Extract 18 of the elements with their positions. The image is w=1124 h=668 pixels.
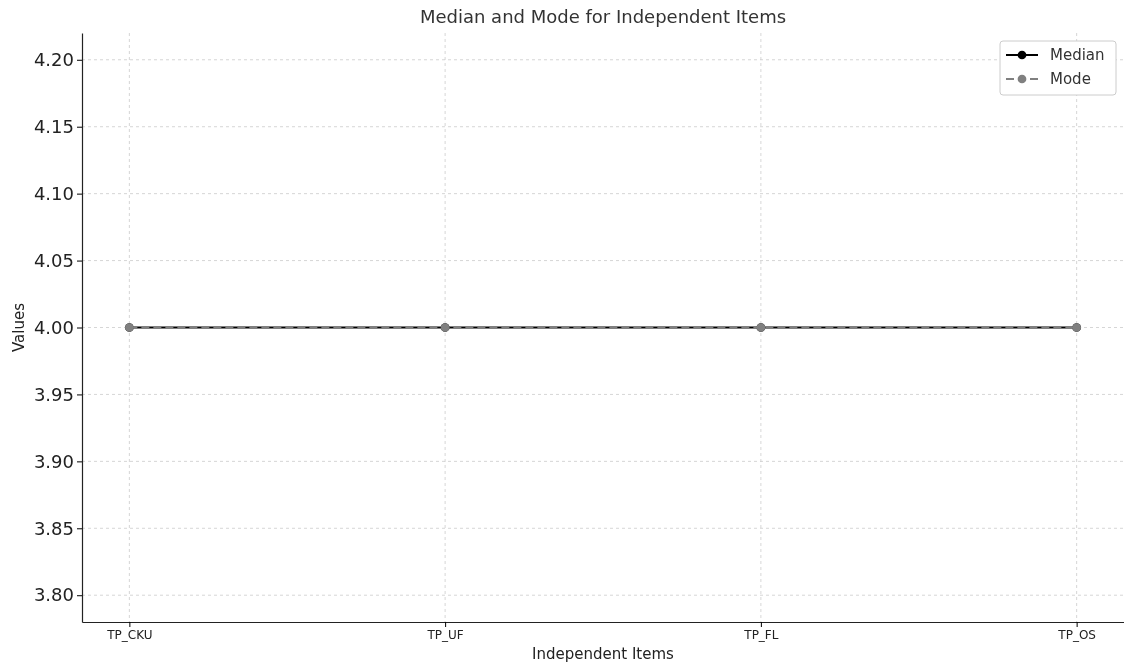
y-tick-label: 4.00 [33, 316, 74, 338]
y-tick-label: 3.95 [33, 383, 74, 405]
y-tick-label: 3.80 [33, 584, 74, 606]
chart-title: Median and Mode for Independent Items [419, 6, 787, 27]
y-axis-title: Values [10, 302, 28, 353]
y-tick-label: 4.10 [33, 182, 74, 204]
y-tick-label: 4.05 [33, 249, 74, 271]
x-axis-title: Independent Items [532, 645, 675, 663]
x-tick-label: TP_CKU [106, 627, 153, 642]
x-tick-label: TP_UF [426, 627, 464, 642]
y-tick-label: 4.20 [33, 49, 74, 71]
legend-label: Median [1050, 46, 1105, 64]
x-tick-label: TP_OS [1057, 627, 1096, 642]
y-tick-label: 3.90 [33, 450, 74, 472]
x-tick-label: TP_FL [743, 627, 779, 642]
y-tick-label: 4.15 [33, 115, 74, 137]
legend-label: Mode [1050, 70, 1091, 88]
y-tick-label: 3.85 [33, 517, 74, 539]
